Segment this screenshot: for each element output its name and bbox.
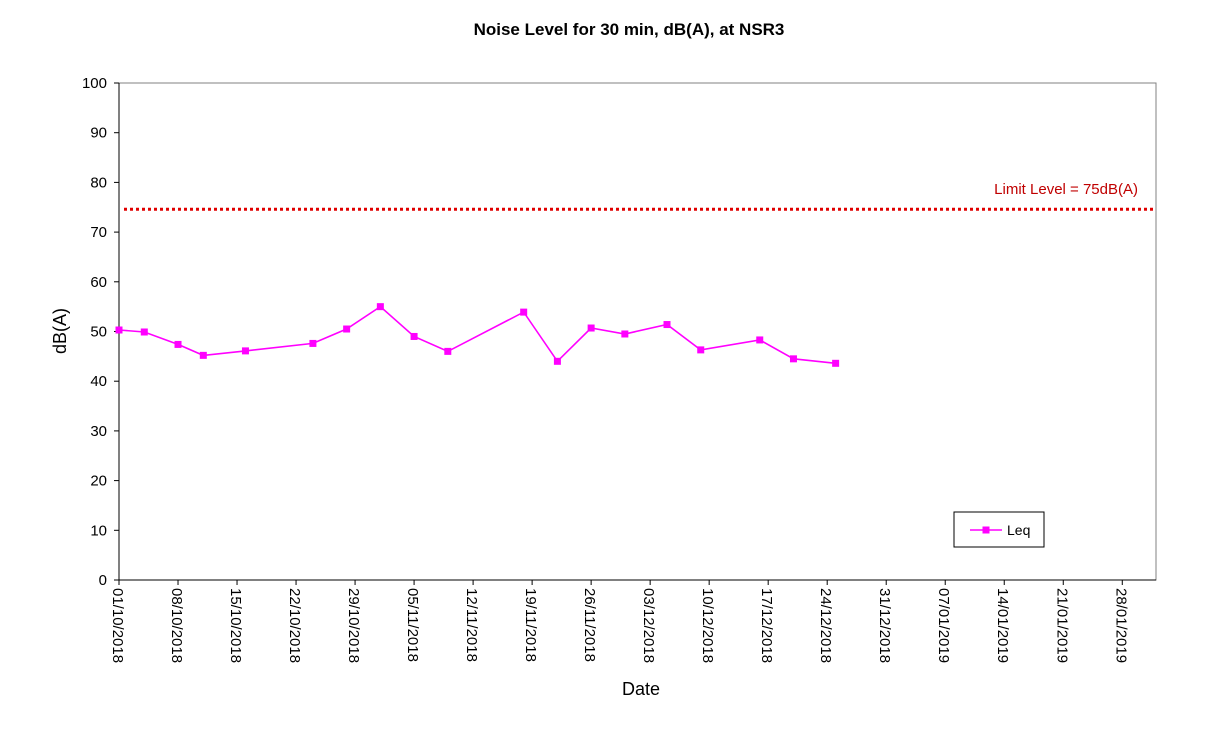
reference-lines: Limit Level = 75dB(A) [124, 181, 1154, 211]
y-tick-label: 30 [90, 423, 107, 440]
x-tick-label: 01/10/2018 [109, 588, 126, 663]
x-tick-label: 03/12/2018 [640, 588, 657, 663]
x-tick-label: 28/01/2019 [1112, 588, 1129, 663]
data-point [553, 357, 561, 365]
y-tick-label: 90 [90, 125, 107, 142]
data-point [697, 346, 705, 354]
limit-level-label: Limit Level = 75dB(A) [994, 181, 1138, 198]
x-tick-label: 17/12/2018 [758, 588, 775, 663]
x-tick-label: 10/12/2018 [699, 588, 716, 663]
x-tick-label: 21/01/2019 [1053, 588, 1070, 663]
x-tick-label: 31/12/2018 [876, 588, 893, 663]
x-tick-label: 05/11/2018 [404, 588, 421, 662]
x-tick-label: 24/12/2018 [817, 588, 834, 663]
y-tick-label: 0 [99, 572, 107, 589]
x-tick-label: 12/11/2018 [463, 588, 480, 662]
y-tick-label: 100 [82, 75, 107, 92]
data-point [621, 330, 629, 338]
data-point [115, 326, 123, 334]
x-tick-label: 14/01/2019 [994, 588, 1011, 663]
chart-title: Noise Level for 30 min, dB(A), at NSR3 [474, 20, 785, 39]
x-tick-label: 29/10/2018 [345, 588, 362, 663]
data-point [520, 308, 528, 316]
y-tick-label: 80 [90, 174, 107, 191]
data-point [663, 321, 671, 329]
y-tick-label: 50 [90, 324, 107, 341]
x-tick-label: 15/10/2018 [227, 588, 244, 663]
y-axis-label: dB(A) [50, 308, 70, 354]
data-point [756, 336, 764, 344]
x-tick-label: 08/10/2018 [168, 588, 185, 663]
x-tick-label: 22/10/2018 [286, 588, 303, 663]
x-tick-label: 07/01/2019 [935, 588, 952, 663]
legend: Leq [953, 511, 1045, 548]
series-line-leq [118, 305, 836, 365]
legend-entry-leq: Leq [1007, 522, 1030, 538]
data-point [410, 332, 418, 340]
series-layer [115, 303, 840, 367]
data-point [376, 303, 384, 311]
data-point [140, 328, 148, 336]
data-point [199, 351, 207, 359]
data-point [309, 339, 317, 347]
data-point [789, 355, 797, 363]
legend-marker [982, 526, 990, 534]
y-tick-label: 40 [90, 373, 107, 390]
y-tick-label: 70 [90, 224, 107, 241]
x-tick-label: 19/11/2018 [522, 588, 539, 662]
y-tick-label: 60 [90, 274, 107, 291]
x-tick-label: 26/11/2018 [581, 588, 598, 662]
x-axis-label: Date [622, 679, 660, 699]
y-axis: 0 10 20 30 40 50 60 70 80 90 100 [82, 75, 120, 589]
legend-box [953, 511, 1045, 548]
data-point [587, 324, 595, 332]
x-axis: 01/10/2018 08/10/2018 15/10/2018 22/10/2018… [109, 579, 1156, 663]
data-point [343, 325, 351, 333]
data-point [832, 359, 840, 367]
data-point [241, 347, 249, 355]
data-point [174, 340, 182, 348]
y-tick-label: 10 [90, 522, 107, 539]
y-tick-label: 20 [90, 473, 107, 490]
data-point [444, 347, 452, 355]
